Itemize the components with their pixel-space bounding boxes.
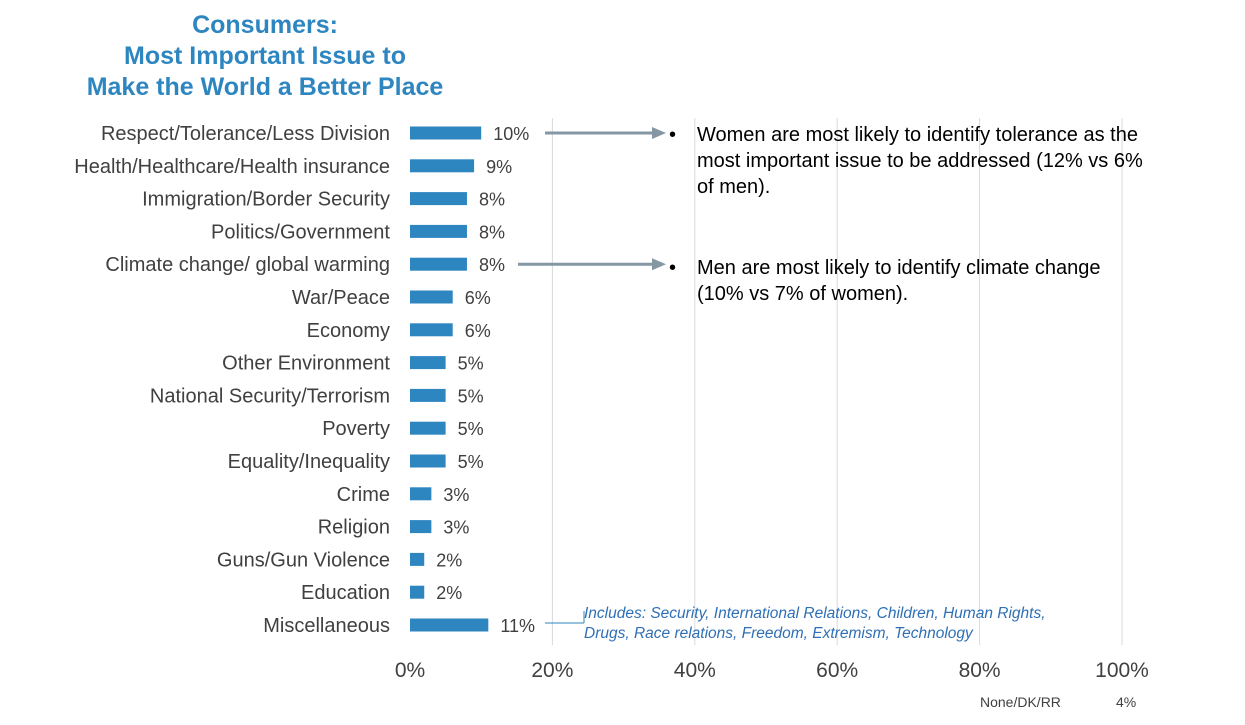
women-note-line: most important issue to be addressed (12…: [697, 150, 1143, 172]
x-tick-label: 20%: [531, 659, 573, 682]
category-label: Crime: [337, 484, 390, 506]
bullet-icon: •: [669, 257, 677, 279]
value-label: 2%: [436, 550, 462, 570]
category-label: Miscellaneous: [263, 615, 390, 637]
bar: [410, 290, 453, 304]
chart-title-line: Make the World a Better Place: [86, 73, 444, 101]
bar: [410, 192, 467, 206]
value-label: 5%: [458, 452, 484, 472]
bar: [410, 356, 446, 370]
category-label: Poverty: [322, 418, 390, 440]
value-label: 8%: [479, 222, 505, 242]
category-label: War/Peace: [292, 287, 390, 309]
x-axis-ticks: 0% 20% 40% 60% 80% 100%: [395, 659, 1149, 682]
category-labels: Respect/Tolerance/Less Division Health/He…: [74, 123, 390, 637]
value-label: 6%: [465, 288, 491, 308]
bar: [410, 257, 467, 271]
category-label: Guns/Gun Violence: [217, 549, 390, 571]
bar: [410, 585, 425, 599]
chart-title-line: Most Important Issue to: [124, 42, 406, 70]
value-label: 5%: [458, 386, 484, 406]
women-note: • Women are most likely to identify tole…: [669, 122, 1143, 200]
x-tick-label: 40%: [674, 659, 716, 682]
x-tick-label: 60%: [816, 659, 858, 682]
value-labels: 10% 9% 8% 8% 8% 6% 6% 5% 5% 5% 5% 3% 3% 2% 2% 11%: [436, 124, 535, 636]
bar: [410, 323, 453, 337]
value-label: 2%: [436, 583, 462, 603]
bar: [410, 487, 432, 501]
arrow-head-icon: [652, 258, 666, 271]
men-note-line: (10% vs 7% of women).: [697, 283, 909, 305]
value-label: 9%: [486, 157, 512, 177]
category-label: Equality/Inequality: [228, 451, 390, 473]
bullet-icon: •: [669, 124, 677, 146]
category-label: Economy: [307, 320, 390, 342]
women-note-line: Women are most likely to identify tolera…: [697, 124, 1138, 146]
annotation-arrows: [518, 127, 666, 624]
none-dk-rr-value: 4%: [1116, 694, 1137, 710]
miscellaneous-note-line: Includes: Security, International Relati…: [584, 605, 1046, 622]
bar: [410, 618, 489, 632]
category-label: Immigration/Border Security: [142, 189, 390, 211]
value-label: 3%: [443, 518, 469, 538]
women-note-line: of men).: [697, 176, 771, 198]
miscellaneous-note-line: Drugs, Race relations, Freedom, Extremis…: [584, 625, 973, 642]
value-label: 8%: [479, 255, 505, 275]
x-tick-label: 100%: [1095, 659, 1149, 682]
x-tick-label: 80%: [959, 659, 1001, 682]
category-label: Climate change/ global warming: [105, 254, 390, 276]
chart-title: Consumers: Most Important Issue to Make …: [40, 10, 490, 103]
category-label: National Security/Terrorism: [150, 385, 390, 407]
value-label: 6%: [465, 321, 491, 341]
value-label: 8%: [479, 190, 505, 210]
chart-title-line: Consumers:: [192, 11, 338, 39]
bar: [410, 224, 467, 238]
miscellaneous-note: Includes: Security, International Relati…: [584, 604, 1144, 644]
value-label: 5%: [458, 354, 484, 374]
value-label: 5%: [458, 419, 484, 439]
value-label: 10%: [493, 124, 529, 144]
bar: [410, 454, 446, 468]
men-note-line: Men are most likely to identify climate …: [697, 257, 1101, 279]
arrow-head-icon: [652, 127, 666, 139]
none-dk-rr-label: None/DK/RR: [980, 694, 1061, 710]
men-note: • Men are most likely to identify climat…: [669, 255, 1101, 307]
bar: [410, 552, 425, 566]
bar: [410, 388, 446, 402]
bar: [410, 421, 446, 435]
value-label: 3%: [443, 485, 469, 505]
value-label: 11%: [500, 616, 535, 636]
bar: [410, 520, 432, 534]
bars: [410, 126, 489, 632]
bar: [410, 159, 475, 173]
bar: [410, 126, 482, 140]
category-label: Education: [301, 582, 390, 604]
category-label: Politics/Government: [211, 221, 390, 243]
category-label: Respect/Tolerance/Less Division: [101, 123, 390, 145]
category-label: Religion: [318, 517, 390, 539]
category-label: Other Environment: [222, 353, 390, 375]
x-tick-label: 0%: [395, 659, 425, 682]
gridlines: [551, 118, 1123, 645]
category-label: Health/Healthcare/Health insurance: [74, 156, 390, 178]
